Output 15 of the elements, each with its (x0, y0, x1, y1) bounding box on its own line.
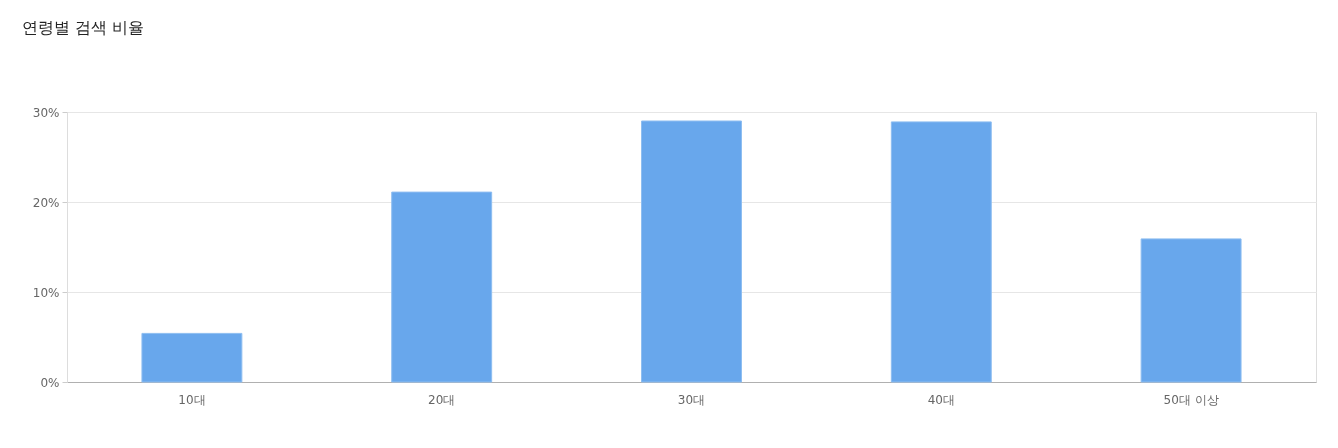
bar (890, 121, 992, 383)
x-tick-label: 20대 (428, 392, 456, 407)
x-tick-label: 10대 (178, 392, 206, 407)
y-tick-label: 10% (32, 285, 60, 300)
bar (641, 120, 742, 383)
x-tick-label: 30대 (677, 392, 706, 407)
y-tick-label: 0% (40, 375, 60, 390)
chart-title: 연령별 검색 비율 (22, 18, 145, 37)
y-tick-label: 20% (32, 195, 60, 210)
y-tick-label: 30% (32, 105, 60, 120)
bar (141, 332, 243, 383)
x-tick-label: 40대 (927, 392, 955, 407)
bar (1140, 238, 1242, 383)
x-tick-label: 50대 이상 (1163, 392, 1219, 407)
bar (391, 191, 493, 383)
